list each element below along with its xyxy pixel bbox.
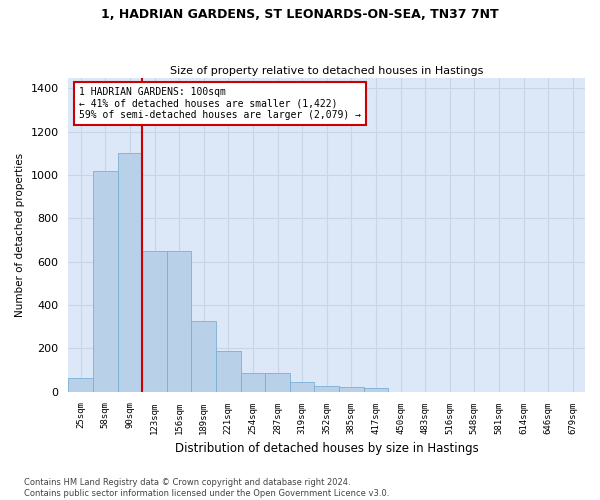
Bar [68, 378, 93, 392]
Title: Size of property relative to detached houses in Hastings: Size of property relative to detached ho… [170, 66, 484, 76]
Bar [290, 382, 314, 392]
Text: 1 HADRIAN GARDENS: 100sqm
← 41% of detached houses are smaller (1,422)
59% of se: 1 HADRIAN GARDENS: 100sqm ← 41% of detac… [79, 87, 361, 120]
Bar [339, 387, 364, 392]
Bar [265, 372, 290, 392]
Bar [241, 372, 265, 392]
Y-axis label: Number of detached properties: Number of detached properties [15, 152, 25, 316]
Bar [191, 322, 216, 392]
Bar [167, 251, 191, 392]
Bar [216, 350, 241, 392]
Bar [118, 154, 142, 392]
Bar [93, 171, 118, 392]
Text: 1, HADRIAN GARDENS, ST LEONARDS-ON-SEA, TN37 7NT: 1, HADRIAN GARDENS, ST LEONARDS-ON-SEA, … [101, 8, 499, 20]
Bar [314, 386, 339, 392]
Bar [364, 388, 388, 392]
Bar [142, 251, 167, 392]
X-axis label: Distribution of detached houses by size in Hastings: Distribution of detached houses by size … [175, 442, 479, 455]
Text: Contains HM Land Registry data © Crown copyright and database right 2024.
Contai: Contains HM Land Registry data © Crown c… [24, 478, 389, 498]
